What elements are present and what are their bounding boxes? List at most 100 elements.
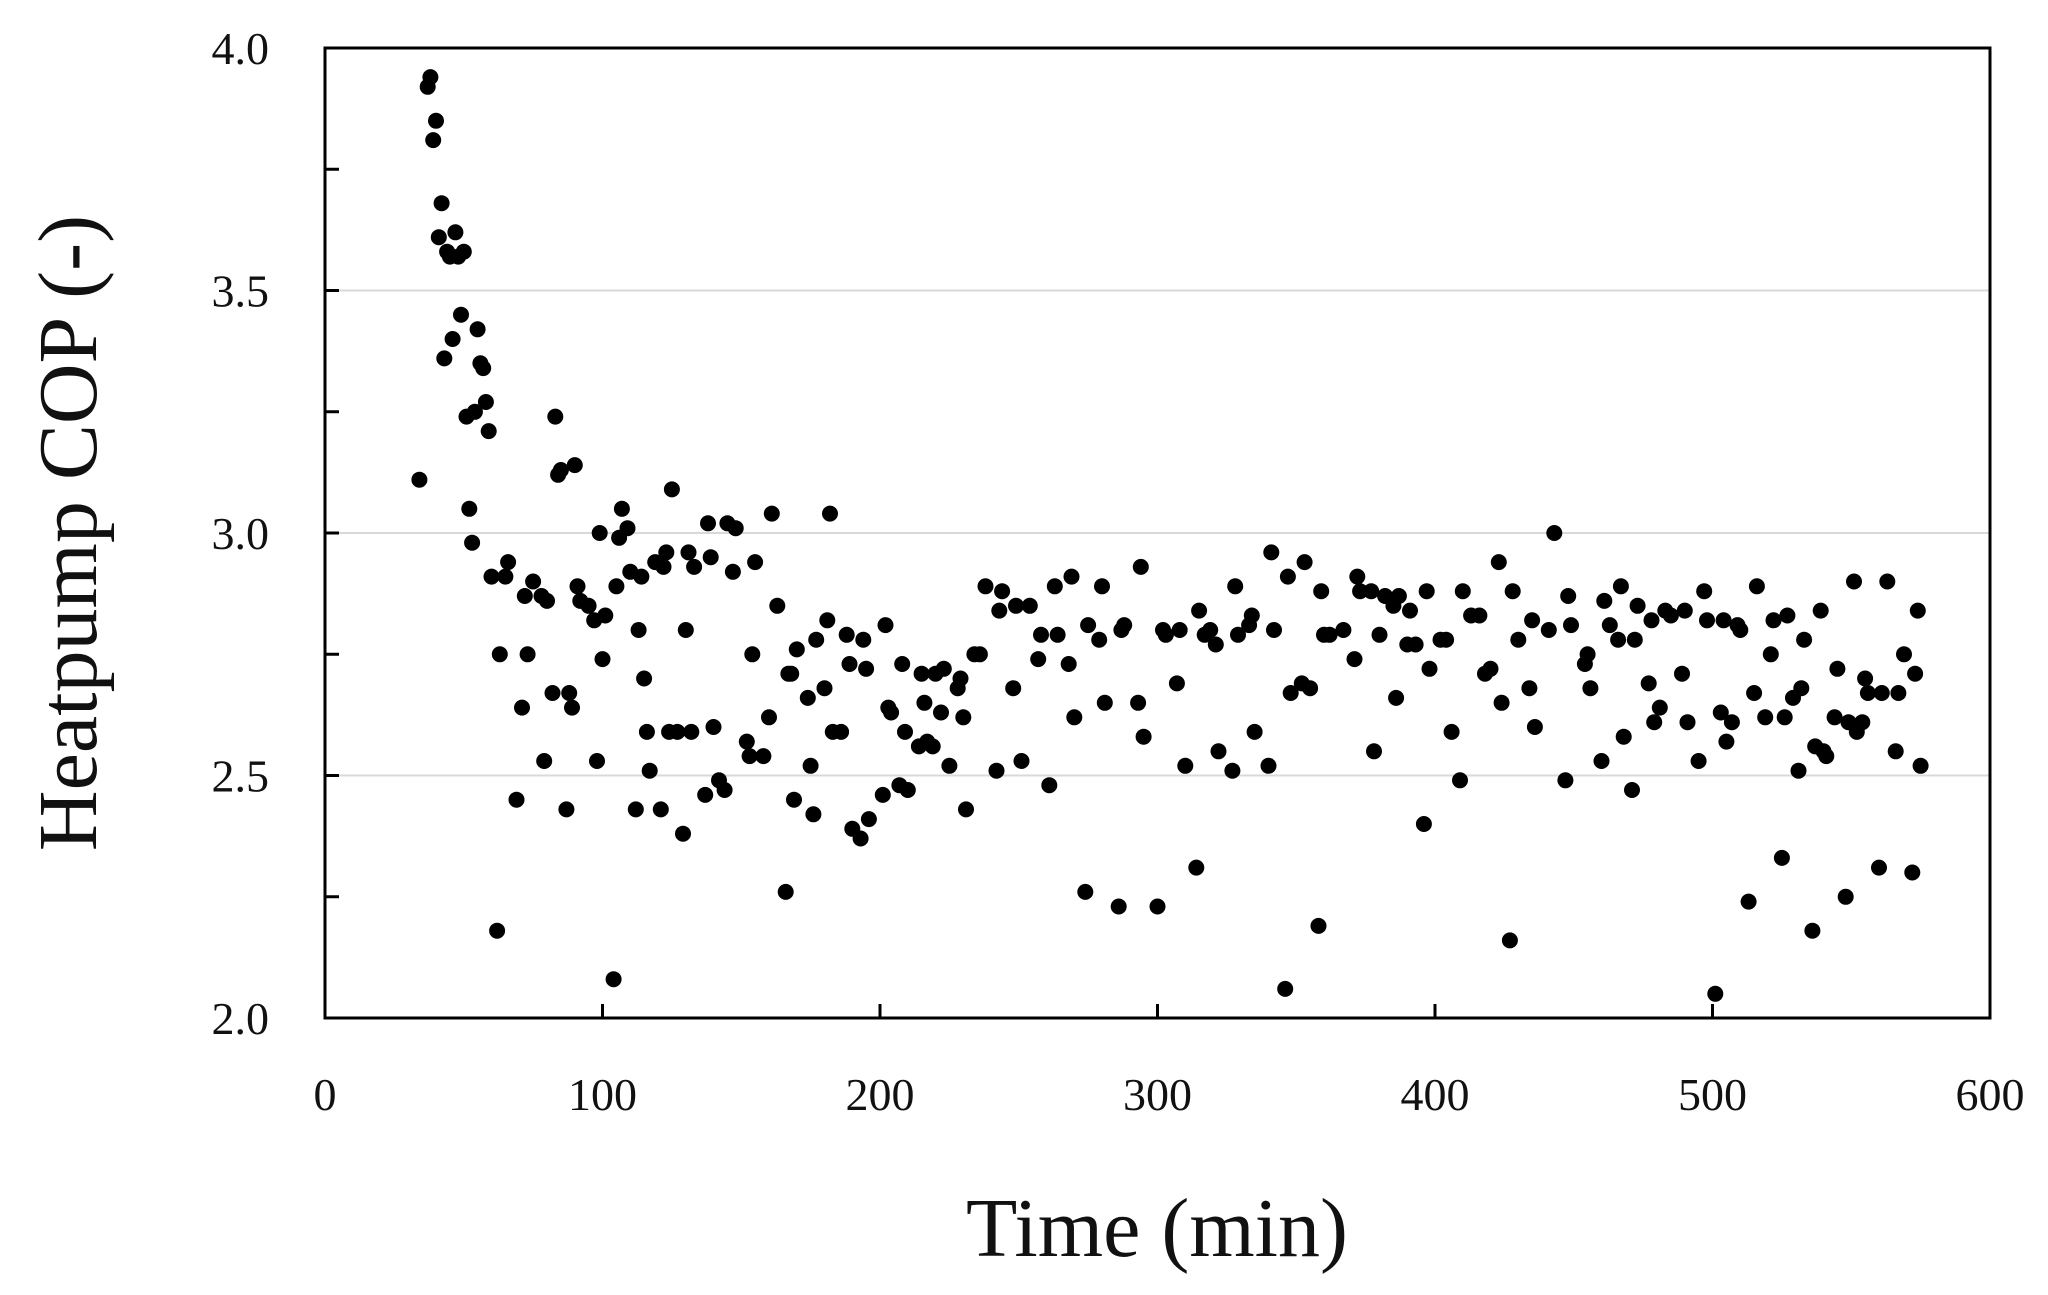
- y-tick-label: 2.5: [212, 751, 270, 802]
- data-point: [1033, 626, 1049, 643]
- data-point: [1227, 578, 1244, 595]
- data-point: [1321, 626, 1338, 643]
- data-point: [1230, 626, 1246, 643]
- data-point: [1130, 694, 1147, 711]
- data-point: [1890, 685, 1907, 701]
- data-point: [877, 617, 894, 634]
- data-point: [1501, 932, 1518, 949]
- data-point: [1207, 636, 1224, 653]
- data-point: [1793, 680, 1810, 697]
- data-point: [461, 500, 478, 517]
- x-tick-label: 0: [314, 1069, 337, 1120]
- data-point: [855, 631, 872, 648]
- data-point: [1610, 631, 1627, 648]
- data-point: [971, 646, 988, 663]
- data-point: [1510, 631, 1527, 648]
- data-point: [544, 685, 561, 701]
- data-point: [1626, 631, 1643, 648]
- data-point: [1407, 636, 1424, 653]
- data-point: [1601, 617, 1618, 634]
- data-point: [669, 723, 686, 740]
- data-point: [1504, 583, 1521, 600]
- data-point: [1690, 753, 1707, 769]
- data-point: [1443, 723, 1460, 740]
- data-point: [697, 786, 714, 803]
- data-point: [724, 563, 741, 580]
- data-point: [1096, 694, 1113, 711]
- data-point: [700, 515, 716, 532]
- data-point: [958, 801, 974, 818]
- data-point: [1723, 714, 1740, 731]
- data-point: [1560, 588, 1577, 604]
- data-point: [636, 670, 653, 687]
- data-point: [1310, 917, 1327, 934]
- y-axis-label: Heatpump COP (-): [22, 215, 115, 851]
- data-point: [1857, 670, 1874, 687]
- data-point: [1540, 622, 1557, 638]
- data-point: [1779, 607, 1796, 624]
- data-point: [741, 748, 758, 765]
- data-point: [852, 830, 869, 847]
- y-tick-label: 3.0: [212, 508, 270, 559]
- data-point: [1390, 588, 1407, 604]
- data-point: [1521, 680, 1538, 697]
- data-point: [924, 738, 941, 755]
- data-point: [1263, 544, 1280, 561]
- data-point: [1135, 728, 1152, 745]
- data-point: [1829, 660, 1846, 677]
- data-point: [1557, 772, 1574, 789]
- data-point: [1615, 728, 1632, 745]
- data-point: [1030, 651, 1047, 668]
- data-point: [1490, 554, 1507, 571]
- data-point: [1388, 689, 1405, 706]
- data-point: [580, 597, 597, 614]
- data-point: [1790, 762, 1807, 779]
- data-point: [1676, 602, 1693, 619]
- data-point: [1132, 558, 1149, 575]
- data-point: [808, 631, 825, 648]
- data-point: [1679, 714, 1696, 731]
- data-point: [525, 573, 542, 590]
- data-point: [1563, 617, 1579, 634]
- data-point: [1740, 893, 1757, 910]
- data-point: [464, 534, 481, 551]
- data-point: [1210, 743, 1227, 760]
- data-point: [1402, 602, 1418, 619]
- data-point: [1041, 777, 1058, 794]
- data-point: [1757, 709, 1774, 726]
- data-point: [819, 612, 836, 629]
- data-point: [475, 360, 492, 377]
- x-ticks: 0 100 200 300 400 500 600: [314, 1004, 2025, 1120]
- data-point: [1418, 583, 1435, 600]
- y-tick-label: 4.0: [212, 23, 270, 74]
- data-point: [1907, 665, 1924, 682]
- data-point: [489, 922, 506, 939]
- data-point: [1452, 772, 1468, 789]
- points-layer: [411, 69, 1929, 1002]
- data-point: [1546, 525, 1563, 541]
- data-point: [1349, 568, 1366, 585]
- data-point: [1674, 665, 1690, 682]
- y-ticks: 2.0 2.5 3.0 3.5 4.0: [212, 23, 339, 1044]
- data-point: [1157, 626, 1174, 643]
- data-point: [477, 394, 494, 410]
- data-point: [1624, 782, 1640, 798]
- data-point: [1277, 980, 1294, 997]
- data-point: [1846, 573, 1862, 590]
- data-point: [1854, 714, 1871, 731]
- data-point: [1224, 762, 1241, 779]
- data-point: [738, 733, 755, 750]
- data-point: [552, 462, 569, 478]
- data-point: [1904, 864, 1921, 881]
- data-point: [727, 520, 744, 537]
- data-point: [755, 748, 772, 765]
- data-point: [1202, 622, 1219, 638]
- data-point: [1493, 694, 1510, 711]
- data-point: [913, 665, 930, 682]
- data-point: [1110, 898, 1127, 915]
- data-point: [655, 558, 672, 575]
- data-point: [1266, 622, 1282, 638]
- x-axis-label: Time (min): [966, 1182, 1348, 1275]
- data-point: [1707, 985, 1724, 1002]
